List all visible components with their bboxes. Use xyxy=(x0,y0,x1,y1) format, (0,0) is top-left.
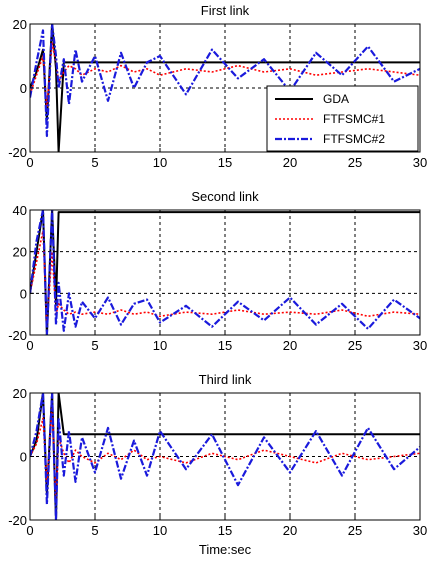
series-line-3 xyxy=(30,24,420,138)
y-tick-label: 20 xyxy=(13,17,27,32)
series-line-2 xyxy=(30,42,420,108)
x-tick-label: 0 xyxy=(26,338,33,353)
x-tick-label: 10 xyxy=(153,523,167,538)
legend-label-1: GDA xyxy=(323,92,349,106)
series-group xyxy=(30,24,420,152)
y-tick-label: 0 xyxy=(20,450,27,465)
y-tick-label: 0 xyxy=(20,81,27,96)
x-tick-label: 0 xyxy=(26,523,33,538)
x-tick-label: 15 xyxy=(218,523,232,538)
y-tick-label: -20 xyxy=(8,328,27,343)
legend-label-2: FTFSMC#1 xyxy=(323,112,385,126)
series-line-3 xyxy=(30,210,420,335)
x-tick-label: 30 xyxy=(413,523,427,538)
y-tick-label: 0 xyxy=(20,286,27,301)
series-group xyxy=(30,210,420,335)
series-line-2 xyxy=(30,230,420,326)
x-tick-label: 15 xyxy=(218,338,232,353)
x-tick-label: 20 xyxy=(283,155,297,170)
x-tick-label: 25 xyxy=(348,338,362,353)
x-tick-label: 10 xyxy=(153,338,167,353)
legend: GDA FTFSMC#1 FTFSMC#2 xyxy=(266,85,419,152)
x-tick-label: 10 xyxy=(153,155,167,170)
x-tick-label: 5 xyxy=(91,155,98,170)
x-tick-label: 20 xyxy=(283,338,297,353)
y-tick-label: 20 xyxy=(13,245,27,260)
x-tick-label: 15 xyxy=(218,155,232,170)
x-tick-label: 25 xyxy=(348,523,362,538)
x-tick-label: 25 xyxy=(348,155,362,170)
x-tick-label: 30 xyxy=(413,155,427,170)
y-tick-label: -20 xyxy=(8,513,27,528)
chart-title: First link xyxy=(201,3,250,18)
x-tick-label: 0 xyxy=(26,155,33,170)
series-line-3 xyxy=(30,393,420,520)
chart-title: Second link xyxy=(191,189,259,204)
series-group xyxy=(30,393,420,520)
x-tick-label: 5 xyxy=(91,338,98,353)
y-tick-label: 40 xyxy=(13,203,27,218)
chart-title: Third link xyxy=(199,372,252,387)
x-tick-label: 5 xyxy=(91,523,98,538)
x-tick-label: 20 xyxy=(283,523,297,538)
y-tick-label: 20 xyxy=(13,386,27,401)
x-tick-label: 30 xyxy=(413,338,427,353)
legend-label-3: FTFSMC#2 xyxy=(323,132,385,146)
y-tick-label: -20 xyxy=(8,145,27,160)
x-axis-label: Time:sec xyxy=(199,542,252,557)
